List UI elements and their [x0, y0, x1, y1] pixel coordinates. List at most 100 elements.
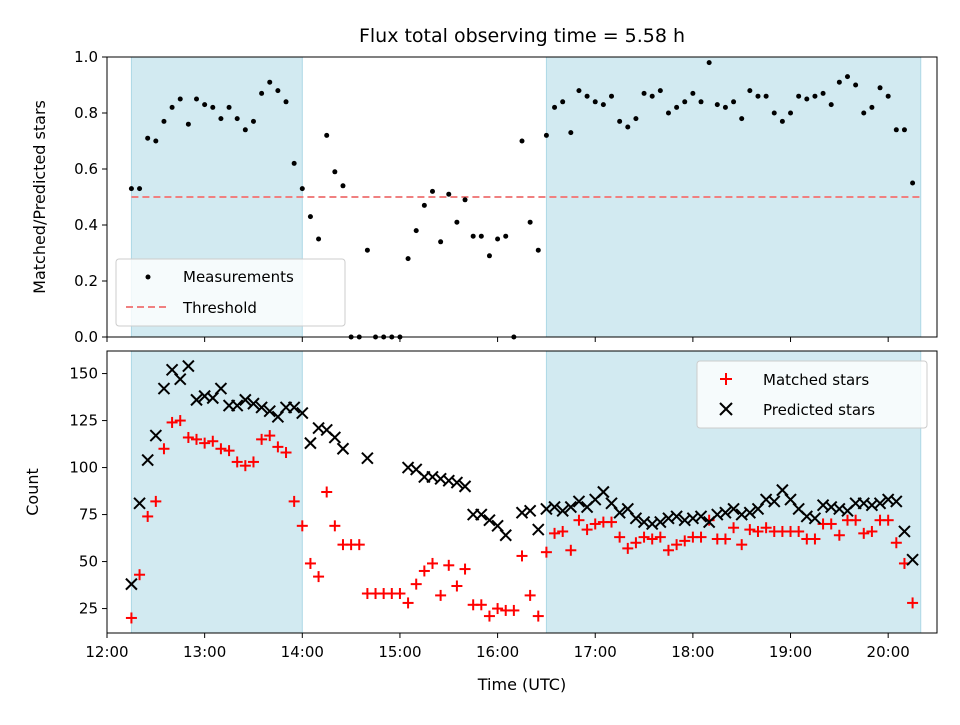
measurement-point [316, 236, 322, 242]
measurement-point [552, 104, 558, 110]
y-tick-label: 125 [69, 412, 98, 430]
x-tick-label: 17:00 [574, 643, 617, 661]
predicted-star-point [149, 429, 163, 442]
measurement-point [218, 116, 224, 122]
matched-star-point [134, 569, 146, 581]
predicted-star-point [287, 401, 301, 414]
matched-star-point [353, 539, 365, 551]
measurement-point [185, 121, 191, 127]
measurement-point [503, 233, 509, 239]
measurement-point [210, 104, 216, 110]
matched-star-point [760, 522, 772, 534]
measurement-point [665, 110, 671, 116]
legend-matched-label: Matched stars [763, 371, 869, 389]
predicted-star-point [694, 510, 708, 523]
measurement-point [812, 93, 818, 99]
measurement-point [649, 93, 655, 99]
matched-star-point [247, 456, 259, 468]
predicted-star-point [483, 513, 496, 527]
matched-star-point [606, 516, 618, 528]
x-tick-label: 20:00 [867, 643, 910, 661]
matched-star-point [850, 514, 862, 526]
measurement-point [641, 90, 647, 96]
bottom-legend: Matched stars Predicted stars [696, 360, 928, 429]
matched-star-point [223, 445, 235, 457]
measurement-point [462, 197, 468, 203]
predicted-star-point [743, 506, 757, 519]
shaded-region [131, 351, 303, 633]
measurement-point [543, 132, 549, 138]
matched-star-point [549, 527, 561, 539]
measurement-point [657, 88, 663, 94]
measurement-point [364, 247, 370, 253]
matched-star-point [459, 563, 471, 575]
matched-star-point [451, 580, 463, 592]
matched-star-point [662, 544, 674, 556]
y-tick-label: 0.4 [74, 216, 98, 234]
measurement-point [234, 116, 240, 122]
y-tick-label: 0.0 [74, 328, 98, 346]
matched-star-point [483, 610, 495, 622]
chart-title: Flux total observing time = 5.58 h [359, 25, 685, 47]
bottom-y-axis-label: Count [23, 468, 42, 516]
measurement-point [486, 253, 492, 259]
measurement-point [194, 96, 200, 102]
legend-predicted-marker [719, 402, 733, 416]
top-plot-frame [106, 56, 938, 338]
matched-star-point [191, 433, 203, 445]
measurement-point [910, 180, 916, 186]
matched-star-point [207, 435, 219, 447]
measurement-point [755, 93, 761, 99]
matched-star-point [654, 531, 666, 543]
predicted-star-point [597, 485, 610, 499]
matched-star-point [622, 542, 634, 554]
measurement-point [796, 93, 802, 99]
measurement-point [202, 102, 208, 108]
matched-star-point [264, 430, 276, 442]
measurement-point [609, 93, 615, 99]
measurement-point [169, 104, 175, 110]
measurement-point [682, 99, 688, 105]
predicted-star-point [898, 525, 911, 538]
measurement-point [161, 118, 167, 124]
measurement-point [275, 88, 281, 94]
y-tick-label: 75 [79, 506, 98, 524]
matched-star-point [199, 437, 211, 449]
predicted-star-point [719, 506, 732, 519]
x-axis-label: Time (UTC) [477, 675, 566, 694]
measurement-point [739, 116, 745, 122]
y-tick-label: 1.0 [74, 48, 98, 66]
matched-star-point [882, 514, 894, 526]
matched-star-point [182, 431, 194, 443]
predicted-star-point [499, 529, 512, 542]
matched-star-point [630, 537, 642, 549]
measurement-point [869, 104, 875, 110]
measurement-point [592, 99, 598, 105]
matched-star-point [150, 495, 162, 507]
measurement-point [446, 191, 452, 197]
matched-star-point [272, 441, 284, 453]
predicted-star-point [613, 506, 626, 519]
predicted-star-point [532, 523, 545, 536]
matched-star-point [280, 447, 292, 459]
measurement-point [885, 93, 891, 99]
predicted-star-point [133, 497, 146, 510]
measurement-point [535, 247, 541, 253]
matched-star-point [573, 514, 585, 526]
x-tick-label: 16:00 [476, 643, 519, 661]
x-tick-label: 14:00 [281, 643, 324, 661]
x-tick-label: 12:00 [85, 643, 128, 661]
measurement-point [690, 90, 696, 96]
y-tick-label: 50 [79, 553, 98, 571]
matched-star-point [809, 533, 821, 545]
measurement-point [519, 138, 525, 144]
matched-star-point [581, 524, 593, 536]
predicted-star-point [442, 474, 455, 487]
measurement-point [324, 132, 330, 138]
measurement-point [128, 186, 134, 192]
matched-star-point [858, 527, 870, 539]
measurement-point [429, 188, 435, 194]
predicted-star-point [475, 508, 488, 521]
measurement-point [340, 183, 346, 189]
